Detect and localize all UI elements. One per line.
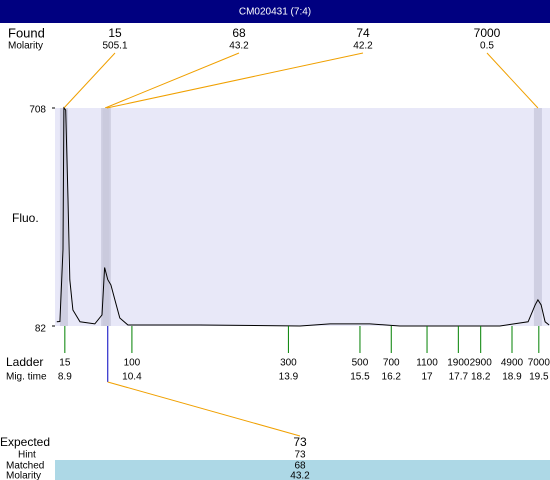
y-axis-label: Fluo. [12, 211, 39, 225]
peak-connector [486, 52, 539, 109]
peak-band [59, 108, 68, 326]
ladder-size: 4900 [501, 358, 524, 369]
ladder-time: 13.9 [279, 372, 299, 383]
expected-value: 73 [293, 435, 307, 449]
title: CM020431 (7:4) [239, 7, 311, 18]
ladder-time: 17 [421, 372, 433, 383]
plot-area [55, 108, 550, 326]
ladder-size: 1100 [416, 358, 438, 369]
ladder-size: 15 [59, 358, 71, 369]
found-molarity: 505.1 [102, 41, 127, 52]
matched-label: Matched [6, 461, 44, 472]
ladder-time: 17.7 [449, 372, 469, 383]
title-bar [0, 0, 550, 23]
found-label: Found [8, 25, 45, 40]
ladder-time: 15.5 [350, 372, 370, 383]
ladder-size: 500 [352, 358, 369, 369]
ladder-label: Ladder [6, 355, 43, 369]
matched-molarity: 43.2 [290, 471, 310, 480]
expected-label: Expected [0, 435, 50, 449]
ladder-time: 10.4 [122, 372, 142, 383]
hint-label: Hint [18, 450, 36, 461]
matched-value: 68 [294, 461, 306, 472]
matched-bar [55, 460, 550, 480]
peak-connector [104, 52, 240, 109]
found-size: 74 [356, 26, 370, 40]
y-tick-label: 708 [29, 105, 46, 116]
ladder-size: 1900 [447, 358, 470, 369]
peak-connector [63, 52, 116, 109]
found-size: 15 [108, 26, 122, 40]
ladder-time: 19.5 [529, 372, 549, 383]
found-molarity: 43.2 [229, 41, 249, 52]
ladder-size: 300 [280, 358, 297, 369]
hint-value: 73 [294, 450, 306, 461]
y-tick-label: 82 [35, 324, 47, 335]
mig-time-label: Mig. time [6, 372, 47, 383]
ladder-size: 2900 [470, 358, 493, 369]
trace [56, 106, 550, 327]
ladder-time: 18.9 [502, 372, 522, 383]
ladder-time: 18.2 [471, 372, 491, 383]
found-molarity-label: Molarity [8, 41, 43, 52]
found-molarity: 42.2 [353, 41, 373, 52]
ladder-time: 8.9 [58, 372, 72, 383]
found-molarity: 0.5 [480, 41, 494, 52]
ladder-size: 700 [383, 358, 400, 369]
peak-band [533, 108, 542, 326]
peak-band [102, 108, 111, 326]
ladder-size: 100 [124, 358, 141, 369]
expected-molarity-label: Molarity [6, 471, 41, 480]
ladder-time: 16.2 [382, 372, 402, 383]
peak-connector [106, 52, 364, 109]
found-size: 7000 [474, 26, 501, 40]
ladder-size: 7000 [528, 358, 550, 369]
found-size: 68 [232, 26, 246, 40]
expected-connector [107, 381, 301, 437]
